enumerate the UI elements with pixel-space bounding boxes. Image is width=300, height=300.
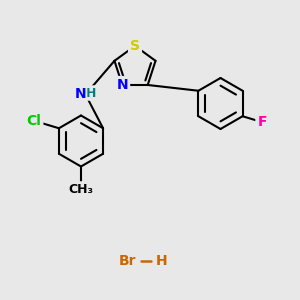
Text: CH₃: CH₃ (68, 183, 94, 196)
Text: S: S (130, 39, 140, 53)
Text: Cl: Cl (26, 114, 41, 128)
Text: H: H (86, 86, 96, 100)
Text: Br: Br (119, 254, 136, 268)
Text: F: F (257, 115, 267, 129)
Text: N: N (74, 87, 86, 101)
Text: H: H (156, 254, 168, 268)
Text: N: N (116, 78, 128, 92)
